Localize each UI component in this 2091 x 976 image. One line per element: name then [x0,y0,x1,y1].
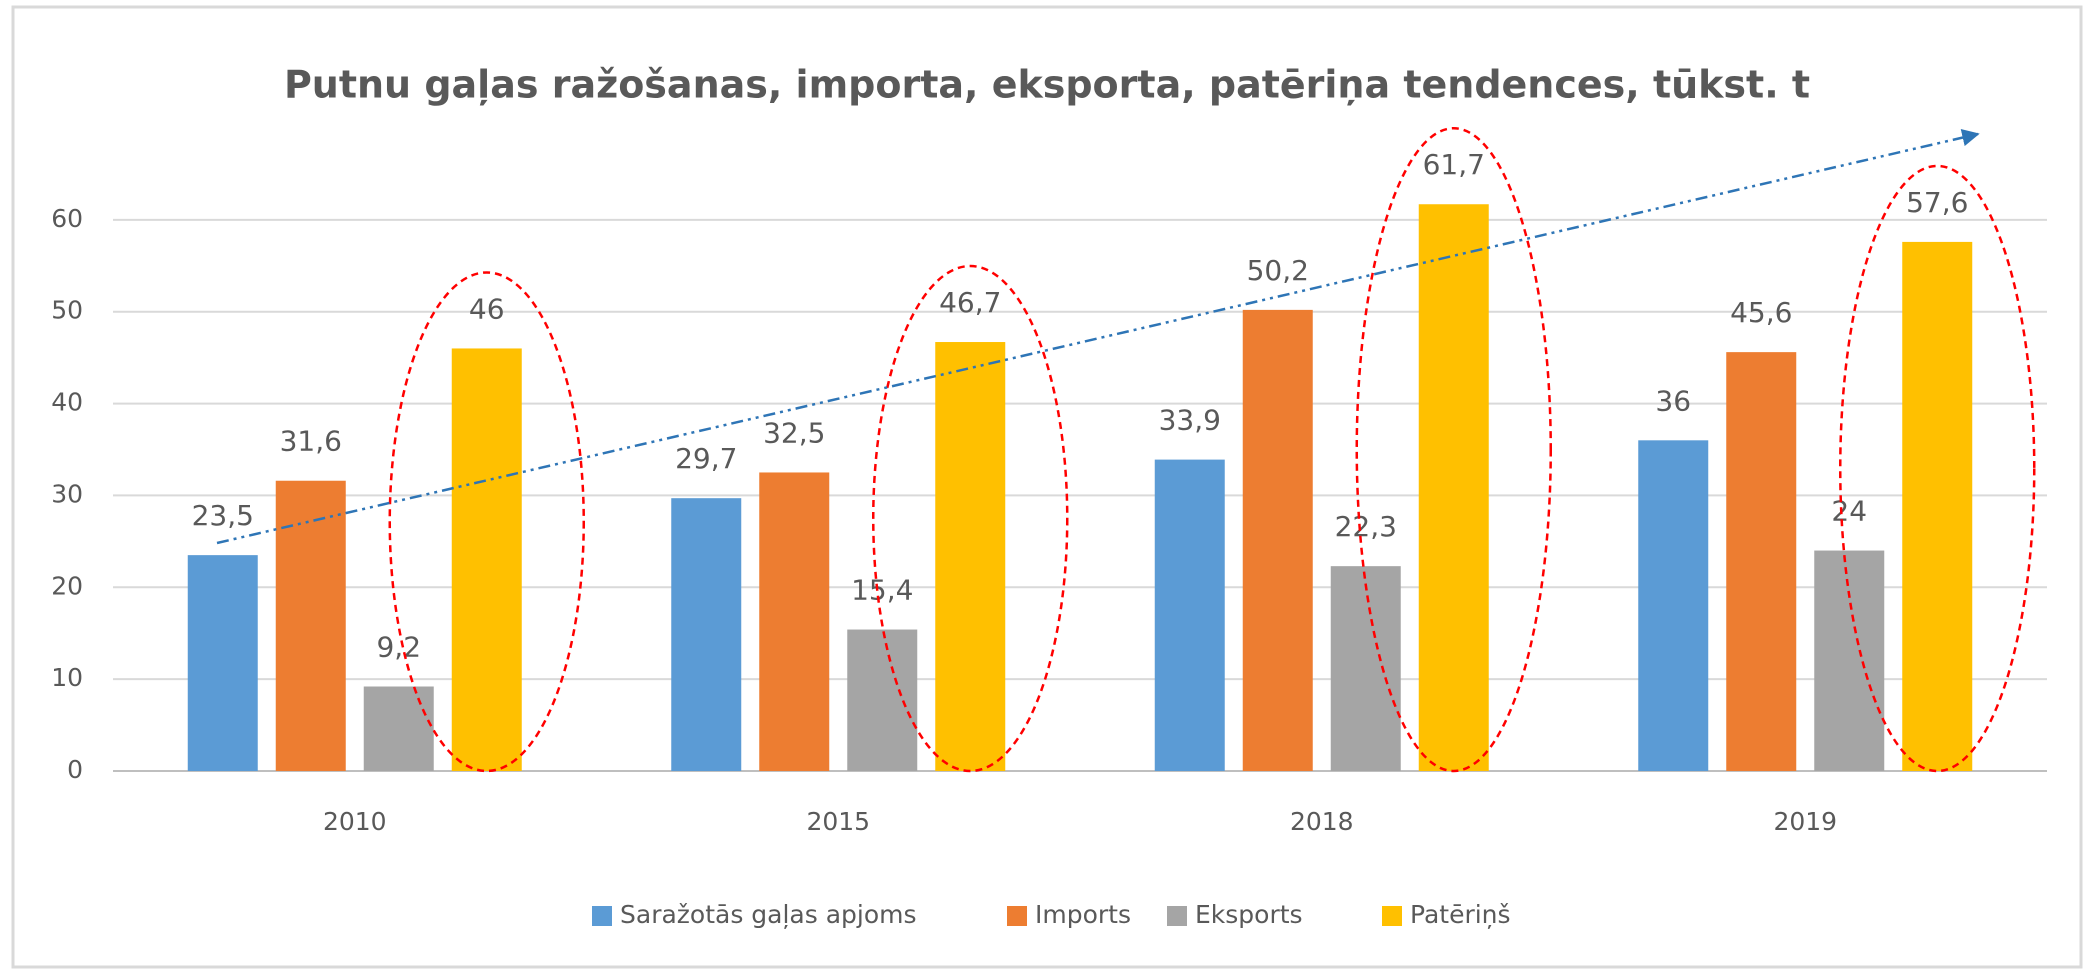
legend-label: Imports [1035,900,1131,929]
y-tick-label: 20 [51,571,83,600]
legend-label: Saražotās gaļas apjoms [620,900,917,929]
data-label: 46,7 [939,286,1001,319]
highlight-ellipse [1839,164,2036,773]
data-label: 32,5 [763,416,825,449]
bar [187,555,258,771]
bar [1638,440,1709,771]
bar [1726,352,1797,771]
data-label: 61,7 [1423,148,1485,181]
y-tick-label: 40 [51,388,83,417]
y-tick-label: 50 [51,296,83,325]
legend-label: Eksports [1195,900,1303,929]
data-label: 31,6 [280,425,342,458]
data-label: 23,5 [192,499,254,532]
highlight-ellipse [872,264,1069,773]
legend-label: Patēriņš [1410,900,1511,929]
bar [1330,566,1401,771]
y-tick-label: 0 [67,755,83,784]
bar [671,498,742,771]
data-label: 57,6 [1906,186,1968,219]
bar [847,629,918,771]
data-label: 33,9 [1159,404,1221,437]
legend-swatch [1382,906,1402,926]
x-tick-label: 2019 [1773,807,1837,836]
data-label: 36 [1655,384,1691,417]
data-label: 9,2 [376,630,421,663]
bar [935,342,1006,771]
legend-swatch [1007,906,1027,926]
chart-title: Putnu gaļas ražošanas, importa, eksporta… [284,63,1810,107]
bar [1154,459,1225,771]
data-label: 22,3 [1335,510,1397,543]
trend-arrow [216,129,1980,545]
legend-swatch [592,906,612,926]
y-tick-label: 60 [51,204,83,233]
x-tick-label: 2015 [806,807,870,836]
data-label: 15,4 [851,574,913,607]
y-tick-label: 10 [51,663,83,692]
highlight-ellipse [388,271,585,773]
y-tick-label: 30 [51,479,83,508]
bar [451,348,522,771]
bar [363,686,434,771]
bar [1418,204,1489,771]
bar [275,480,346,771]
bar [1902,241,1973,772]
legend-swatch [1167,906,1187,926]
data-label: 29,7 [675,442,737,475]
x-tick-label: 2010 [323,807,387,836]
highlight-ellipse [1355,126,1552,773]
data-label: 46 [469,292,505,325]
bar [1814,550,1885,771]
bar [759,472,830,771]
data-label: 24 [1831,495,1867,528]
x-tick-label: 2018 [1290,807,1354,836]
data-label: 45,6 [1730,296,1792,329]
bar [1242,309,1313,771]
data-label: 50,2 [1247,254,1309,287]
